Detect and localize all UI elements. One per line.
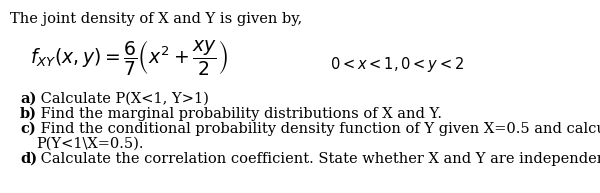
Text: The joint density of X and Y is given by,: The joint density of X and Y is given by… [10, 12, 302, 26]
Text: b): b) [20, 107, 37, 121]
Text: Find the marginal probability distributions of X and Y.: Find the marginal probability distributi… [36, 107, 442, 121]
Text: Calculate P(X<1, Y>1): Calculate P(X<1, Y>1) [36, 92, 209, 106]
Text: d): d) [20, 152, 37, 166]
Text: $f_{XY}(x, y) = \dfrac{6}{7}\left(x^2 + \dfrac{xy}{2}\right)$: $f_{XY}(x, y) = \dfrac{6}{7}\left(x^2 + … [30, 38, 228, 77]
Text: Calculate the correlation coefficient. State whether X and Y are independent or : Calculate the correlation coefficient. S… [36, 152, 600, 166]
Text: a): a) [20, 92, 37, 106]
Text: P(Y<1\X=0.5).: P(Y<1\X=0.5). [36, 137, 143, 151]
Text: Find the conditional probability density function of Y given X=0.5 and calculate: Find the conditional probability density… [36, 122, 600, 136]
Text: c): c) [20, 122, 36, 136]
Text: $0 < x < 1, 0 < y < 2$: $0 < x < 1, 0 < y < 2$ [330, 55, 464, 74]
